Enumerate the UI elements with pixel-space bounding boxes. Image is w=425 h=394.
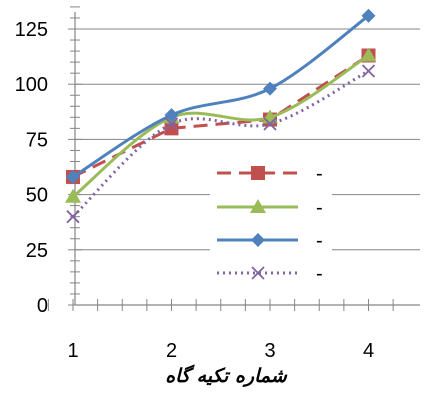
series-line xyxy=(72,14,370,179)
series-marker-square xyxy=(251,166,265,180)
series-marker-x-stroke xyxy=(66,210,80,224)
series-marker-x xyxy=(251,266,265,280)
series-marker-x-stroke xyxy=(251,266,265,280)
series-marker-diamond xyxy=(66,169,80,184)
series-marker-triangle xyxy=(65,188,81,203)
series-line xyxy=(72,54,370,198)
series-marker-x-stroke xyxy=(263,117,277,131)
y-tick-label: 50 xyxy=(26,185,48,207)
y-tick-label: 100 xyxy=(15,74,48,96)
x-tick-label: 3 xyxy=(264,340,275,362)
series-marker-triangle xyxy=(360,47,377,62)
y-tick-label: 75 xyxy=(26,129,48,151)
series-marker-diamond xyxy=(164,108,179,123)
series-marker-x-stroke xyxy=(361,64,376,78)
axes: 0 25 50 75 100 125 1 2 3 4 xyxy=(15,6,420,362)
legend: - - - - xyxy=(210,154,332,294)
legend-background xyxy=(210,154,332,294)
series-marker-x-stroke xyxy=(164,117,179,131)
legend-label: - xyxy=(316,197,323,219)
series-3 xyxy=(66,8,376,184)
legend-label: - xyxy=(316,163,323,185)
series-marker-x xyxy=(361,64,376,78)
gridlines xyxy=(75,28,420,251)
x-tick-label: 2 xyxy=(166,340,177,362)
x-tick-label: 1 xyxy=(67,340,78,362)
y-tick-label: 125 xyxy=(15,19,48,41)
x-axis-title: شماره تکیه گاه xyxy=(165,364,288,387)
legend-label: - xyxy=(316,263,323,285)
series-marker-triangle xyxy=(250,199,266,213)
legend-entry: - xyxy=(217,197,323,219)
x-tick-label: 4 xyxy=(363,340,374,362)
plot-area xyxy=(65,8,377,224)
series-marker-x xyxy=(263,117,277,131)
series-line xyxy=(71,69,370,218)
series-marker-diamond xyxy=(361,8,376,23)
y-tick-label: 0 xyxy=(37,295,48,317)
series-4 xyxy=(66,64,376,224)
legend-entry: - xyxy=(217,230,323,252)
series-marker-diamond xyxy=(263,81,277,96)
legend-entry: - xyxy=(217,263,323,285)
series-marker-x xyxy=(164,117,179,131)
legend-entry: - xyxy=(217,163,323,185)
legend-label: - xyxy=(316,230,323,252)
y-tick-label: 25 xyxy=(26,240,48,262)
series-marker-x xyxy=(66,210,80,224)
series-marker-diamond xyxy=(251,233,265,247)
